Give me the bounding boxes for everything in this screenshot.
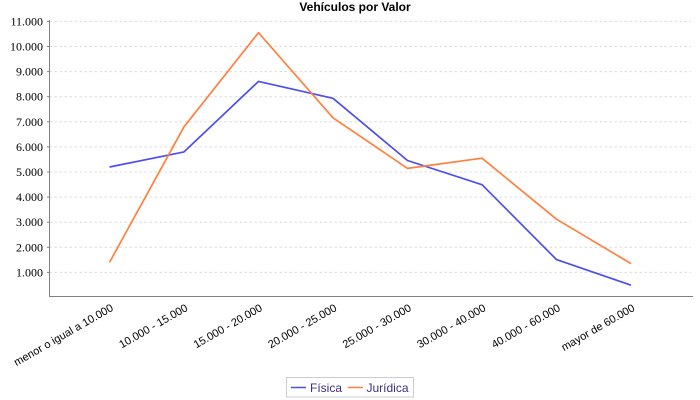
svg-text:6.000: 6.000 [16, 140, 43, 154]
svg-text:Jurídica: Jurídica [367, 381, 409, 395]
svg-text:Vehículos por Valor: Vehículos por Valor [299, 0, 411, 14]
svg-text:8.000: 8.000 [16, 90, 43, 104]
svg-text:1.000: 1.000 [16, 265, 43, 279]
svg-text:Física: Física [310, 381, 342, 395]
svg-text:11.000: 11.000 [10, 14, 43, 28]
svg-text:4.000: 4.000 [16, 190, 43, 204]
svg-text:5.000: 5.000 [16, 165, 43, 179]
svg-text:3.000: 3.000 [16, 215, 43, 229]
svg-text:9.000: 9.000 [16, 65, 43, 79]
svg-text:10.000: 10.000 [10, 40, 43, 54]
svg-text:7.000: 7.000 [16, 115, 43, 129]
svg-text:2.000: 2.000 [16, 240, 43, 254]
